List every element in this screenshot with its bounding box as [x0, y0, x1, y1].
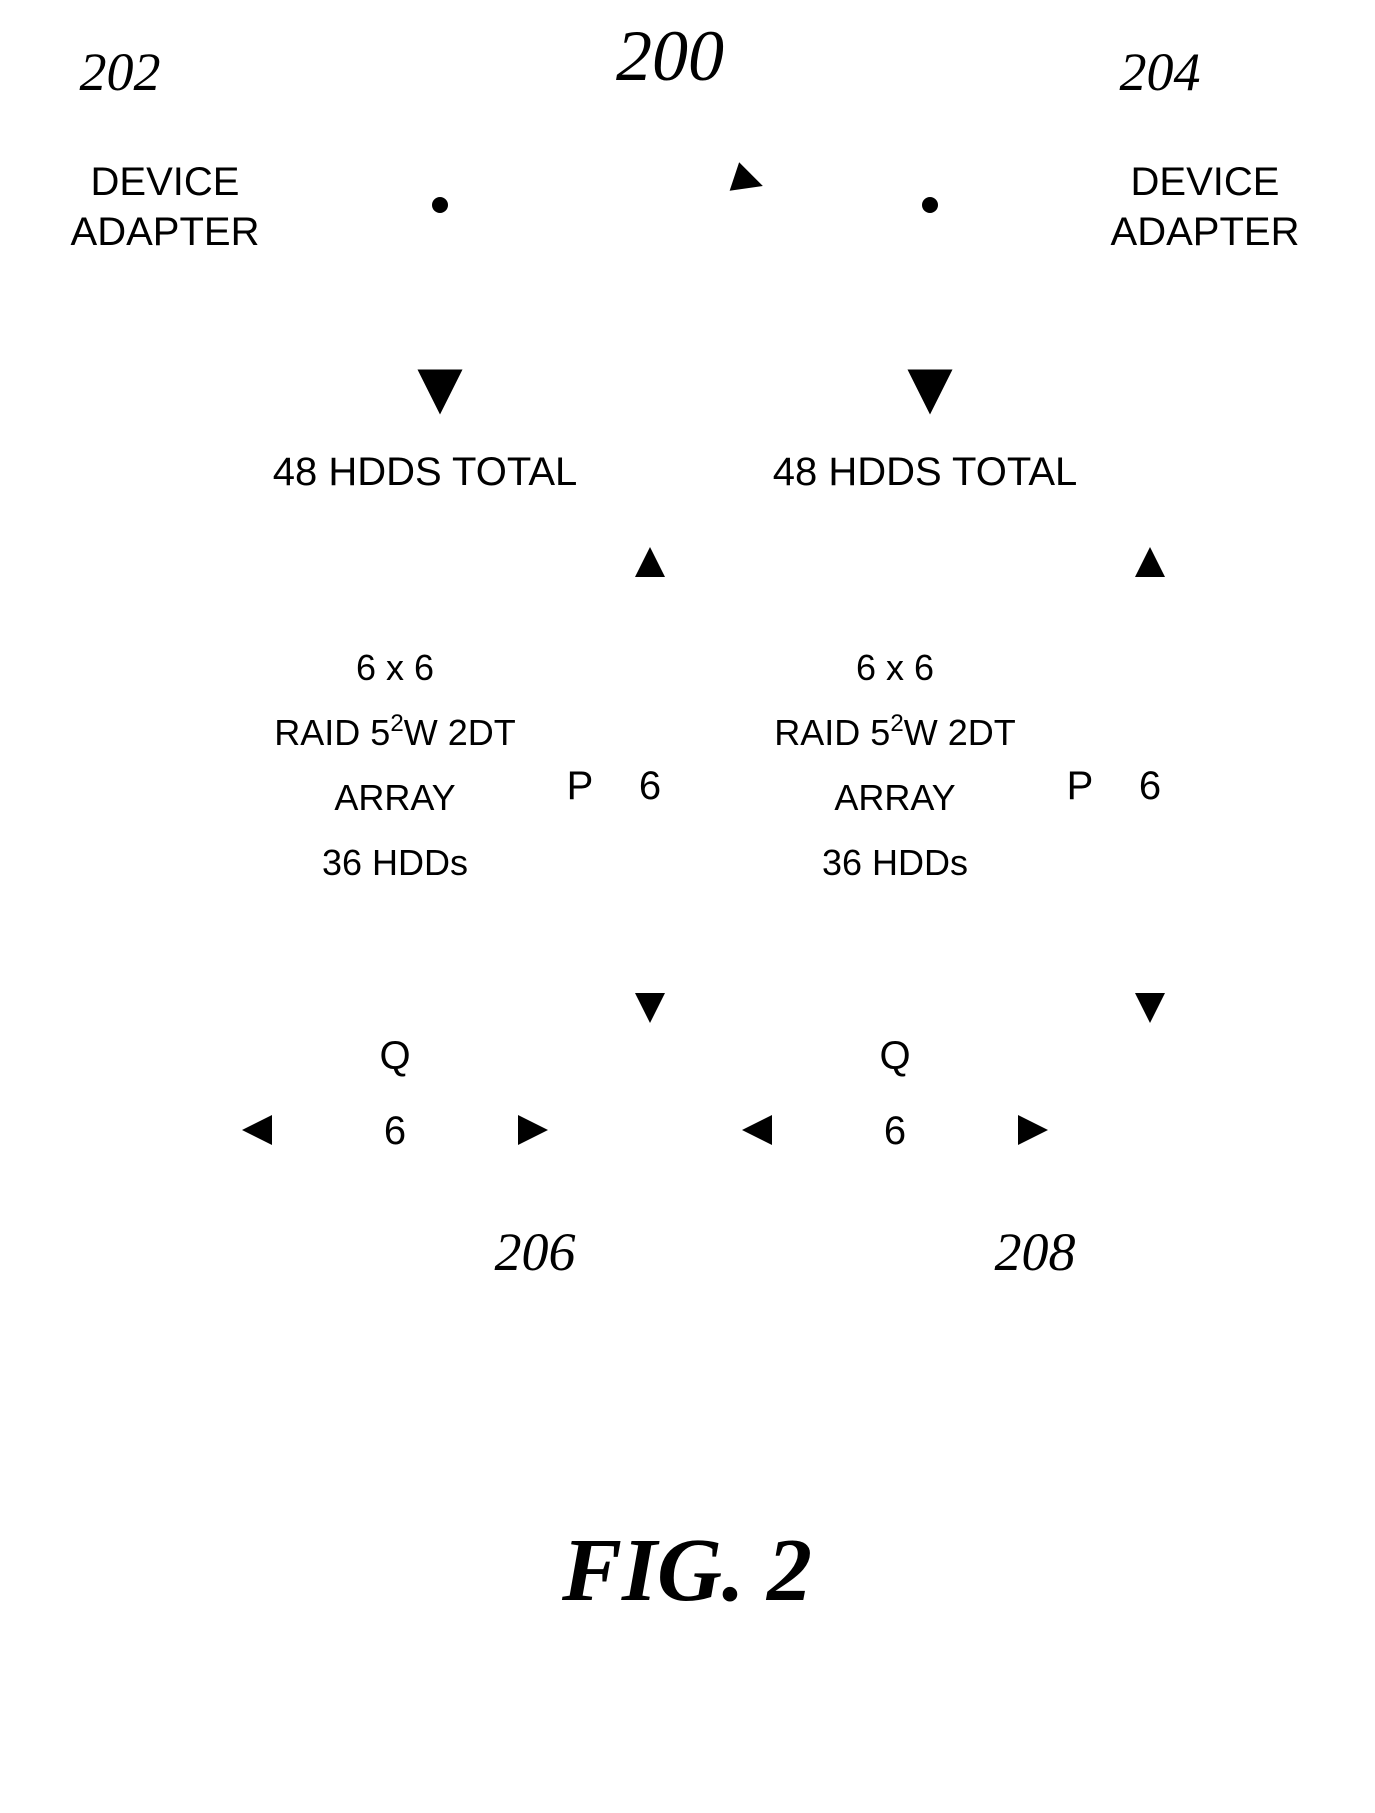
parity-p-label: P	[567, 764, 594, 808]
parity-q-label: Q	[879, 1034, 910, 1078]
device-adapter-left	[60, 135, 270, 275]
array-line4: 36 HDDs	[822, 842, 968, 883]
dim-cols-label: 6	[384, 1109, 406, 1153]
ref-202-leader	[150, 98, 166, 135]
enclosure-left: 48 HDDS TOTAL 6 x 6 RAID 52W 2DT ARRAY 36 HD…	[190, 420, 662, 1200]
dim-rows-label: 6	[1139, 764, 1161, 808]
array-line1: 6 x 6	[856, 647, 934, 688]
device-adapter-right	[1100, 135, 1310, 275]
bus-node-left	[432, 197, 448, 213]
device-adapter-right-line1: DEVICE	[1131, 160, 1280, 204]
bus-node-right	[922, 197, 938, 213]
dim-rows-label: 6	[639, 764, 661, 808]
ref-204-leader	[1190, 98, 1206, 135]
device-adapter-left-line1: DEVICE	[91, 160, 240, 204]
array-line4: 36 HDDs	[322, 842, 468, 883]
parity-p-label: P	[1067, 764, 1094, 808]
figure-label: FIG. 2	[561, 1521, 812, 1620]
array-line3: ARRAY	[334, 777, 455, 818]
ref-204: 204	[1120, 42, 1201, 102]
enclosure-title: 48 HDDS TOTAL	[773, 450, 1078, 494]
ref-206: 206	[495, 1222, 576, 1282]
figure-canvas: DEVICE ADAPTER DEVICE ADAPTER 200 202 20…	[0, 0, 1375, 1813]
dim-cols-label: 6	[884, 1109, 906, 1153]
enclosure-right: 48 HDDS TOTAL 6 x 6 RAID 52W 2DT ARRAY 36 HD…	[690, 420, 1162, 1200]
enclosure-title: 48 HDDS TOTAL	[273, 450, 578, 494]
ref-202: 202	[80, 42, 161, 102]
array-line2: RAID 52W 2DT	[774, 710, 1015, 753]
array-line1: 6 x 6	[356, 647, 434, 688]
array-line3: ARRAY	[834, 777, 955, 818]
ref-208: 208	[995, 1222, 1076, 1282]
parity-q-label: Q	[379, 1034, 410, 1078]
ref-200-leader	[700, 95, 760, 185]
ref-200: 200	[616, 16, 724, 96]
device-adapter-left-line2: ADAPTER	[71, 210, 260, 254]
array-line2: RAID 52W 2DT	[274, 710, 515, 753]
device-adapter-right-line2: ADAPTER	[1111, 210, 1300, 254]
